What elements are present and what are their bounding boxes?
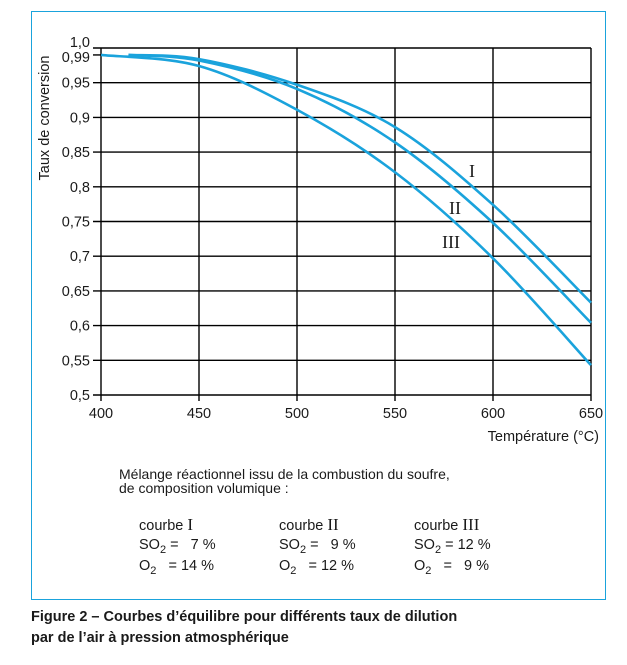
y-tick-label: 0,9 [70, 110, 90, 126]
legend-curve-label: courbe [139, 518, 184, 534]
o2-value: = 14 % [156, 558, 215, 574]
grid-lines [93, 47, 592, 401]
x-tick-label: 650 [579, 406, 603, 422]
x-tick-label: 600 [481, 406, 505, 422]
y-tick-label: 0,65 [62, 284, 90, 300]
figure-frame [31, 11, 606, 600]
legend-curve-roman: II [327, 515, 339, 534]
so2-value: = 7 % [166, 537, 216, 553]
y-tick-label: 1,0 [70, 35, 90, 51]
so2-value: = 12 % [441, 537, 491, 553]
y-axis-ticks: 1,00,99 0,95 0,9 0,85 0,8 0,75 0,7 0,65 0,6 0,55 0… [62, 35, 90, 404]
o2-label: O [279, 558, 291, 574]
o2-value: = 9 % [431, 558, 490, 574]
x-tick-label: 500 [285, 406, 309, 422]
so2-subscript: 2 [299, 544, 307, 556]
curve-label-III: III [442, 232, 460, 252]
o2-subscript: 2 [150, 565, 157, 577]
so2-subscript: 2 [159, 544, 167, 556]
caption-line2: par de l’air à pression atmosphérique [31, 630, 289, 646]
legend-curve-label: courbe [414, 518, 459, 534]
x-axis-ticks: 400 450 500 550 600 650 [89, 406, 603, 422]
series-curve-II [128, 53, 592, 324]
y-tick-label: 0,95 [62, 76, 90, 92]
x-axis-label: Température (°C) [488, 429, 599, 445]
curve-label-II: II [449, 198, 461, 218]
legend-curve-III: courbe III SO2 = 12 % O2 = 9 % [414, 514, 491, 577]
legend-curve-roman: I [187, 515, 194, 534]
series-curve-III [100, 53, 592, 367]
curve-label-I: I [469, 161, 475, 181]
o2-value: = 12 % [296, 558, 355, 574]
y-tick-label: 0,99 [62, 50, 90, 66]
y-tick-label: 0,7 [70, 249, 90, 265]
legend-intro-line2: de composition volumique : [119, 480, 289, 496]
series-curve-I [128, 53, 592, 304]
so2-label: SO [139, 537, 160, 553]
so2-subscript: 2 [434, 544, 442, 556]
so2-label: SO [414, 537, 435, 553]
x-tick-label: 400 [89, 406, 113, 422]
y-tick-label: 0,55 [62, 353, 90, 369]
y-tick-label: 0,5 [70, 388, 90, 404]
legend-curve-label: courbe [279, 518, 324, 534]
o2-subscript: 2 [425, 565, 432, 577]
caption-line1: Figure 2 – Courbes d’équilibre pour diff… [31, 609, 458, 625]
x-tick-label: 550 [383, 406, 407, 422]
legend-intro-line1: Mélange réactionnel issu de la combustio… [119, 466, 450, 482]
legend-curve-roman: III [462, 515, 480, 534]
o2-subscript: 2 [290, 565, 297, 577]
y-tick-label: 0,85 [62, 145, 90, 161]
legend-intro: Mélange réactionnel issu de la combustio… [119, 467, 450, 495]
y-tick-label: 0,6 [70, 319, 90, 335]
y-tick-label: 0,8 [70, 180, 90, 196]
o2-label: O [139, 558, 151, 574]
y-tick-label: 0,75 [62, 215, 90, 231]
figure-caption: Figure 2 – Courbes d’équilibre pour diff… [31, 607, 457, 649]
y-axis-label: Taux de conversion [37, 56, 53, 181]
so2-label: SO [279, 537, 300, 553]
legend-curve-II: courbe II SO2 = 9 % O2 = 12 % [279, 514, 356, 577]
legend-curve-I: courbe I SO2 = 7 % O2 = 14 % [139, 514, 216, 577]
conversion-chart: 1,00,990,950,90,850,80,750,70,650,60,550… [37, 35, 603, 445]
series-group [100, 53, 592, 367]
o2-label: O [414, 558, 426, 574]
x-tick-label: 450 [187, 406, 211, 422]
so2-value: = 9 % [306, 537, 356, 553]
